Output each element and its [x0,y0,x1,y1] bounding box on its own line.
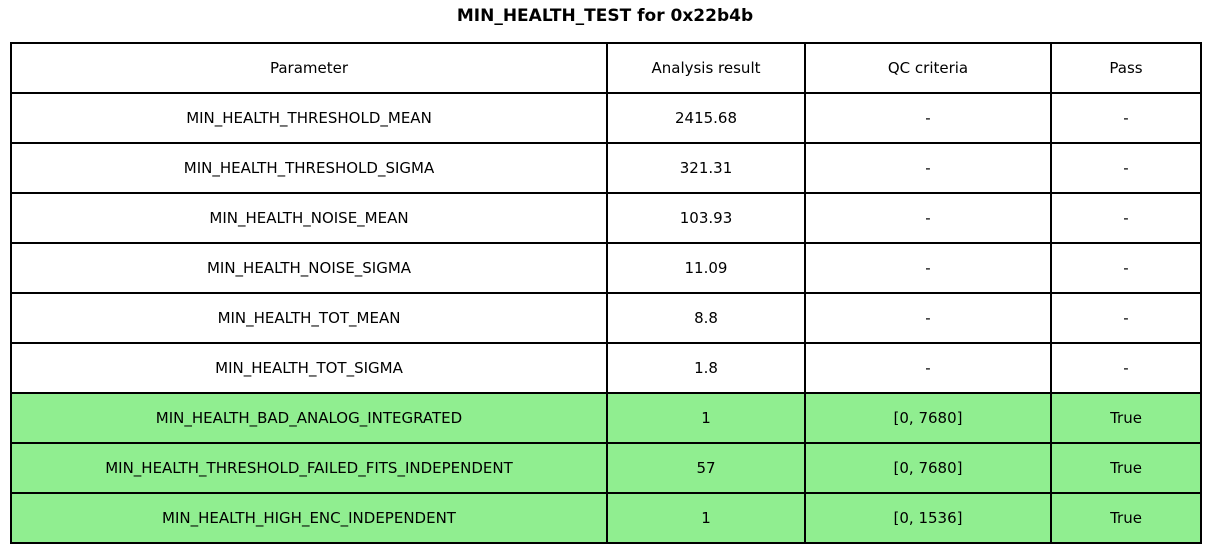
pass-cell: - [1050,342,1202,394]
pass-cell: - [1050,142,1202,194]
result-cell: 1 [606,492,806,544]
qc-cell: - [804,342,1052,394]
result-cell: 57 [606,442,806,494]
table-row: MIN_HEALTH_THRESHOLD_MEAN 2415.68 - - [10,92,1202,144]
result-cell: 321.31 [606,142,806,194]
table-row: MIN_HEALTH_THRESHOLD_SIGMA 321.31 - - [10,142,1202,194]
qc-cell: - [804,292,1052,344]
table-row: MIN_HEALTH_NOISE_MEAN 103.93 - - [10,192,1202,244]
table-row: MIN_HEALTH_BAD_ANALOG_INTEGRATED 1 [0, 7… [10,392,1202,444]
header-parameter: Parameter [10,42,608,94]
result-cell: 103.93 [606,192,806,244]
param-cell: MIN_HEALTH_THRESHOLD_MEAN [10,92,608,144]
header-qc-criteria: QC criteria [804,42,1052,94]
qc-cell: - [804,92,1052,144]
header-row: Parameter Analysis result QC criteria Pa… [10,42,1202,94]
pass-cell: True [1050,442,1202,494]
param-cell: MIN_HEALTH_THRESHOLD_FAILED_FITS_INDEPEN… [10,442,608,494]
pass-cell: True [1050,392,1202,444]
header-analysis-result: Analysis result [606,42,806,94]
result-cell: 1.8 [606,342,806,394]
result-cell: 2415.68 [606,92,806,144]
table-row: MIN_HEALTH_TOT_SIGMA 1.8 - - [10,342,1202,394]
pass-cell: - [1050,242,1202,294]
table-row: MIN_HEALTH_TOT_MEAN 8.8 - - [10,292,1202,344]
param-cell: MIN_HEALTH_TOT_SIGMA [10,342,608,394]
table-row: MIN_HEALTH_THRESHOLD_FAILED_FITS_INDEPEN… [10,442,1202,494]
figure-title: MIN_HEALTH_TEST for 0x22b4b [456,6,754,26]
pass-cell: - [1050,192,1202,244]
qc-cell: - [804,142,1052,194]
qc-cell: [0, 7680] [804,392,1052,444]
pass-cell: - [1050,92,1202,144]
qc-cell: - [804,242,1052,294]
table-row: MIN_HEALTH_NOISE_SIGMA 11.09 - - [10,242,1202,294]
result-cell: 8.8 [606,292,806,344]
param-cell: MIN_HEALTH_THRESHOLD_SIGMA [10,142,608,194]
param-cell: MIN_HEALTH_NOISE_SIGMA [10,242,608,294]
qc-cell: [0, 1536] [804,492,1052,544]
param-cell: MIN_HEALTH_TOT_MEAN [10,292,608,344]
param-cell: MIN_HEALTH_BAD_ANALOG_INTEGRATED [10,392,608,444]
table-row: MIN_HEALTH_HIGH_ENC_INDEPENDENT 1 [0, 15… [10,492,1202,544]
header-pass: Pass [1050,42,1202,94]
pass-cell: True [1050,492,1202,544]
result-cell: 11.09 [606,242,806,294]
result-cell: 1 [606,392,806,444]
qc-results-table: Parameter Analysis result QC criteria Pa… [10,42,1202,544]
pass-cell: - [1050,292,1202,344]
param-cell: MIN_HEALTH_NOISE_MEAN [10,192,608,244]
qc-cell: - [804,192,1052,244]
qc-cell: [0, 7680] [804,442,1052,494]
param-cell: MIN_HEALTH_HIGH_ENC_INDEPENDENT [10,492,608,544]
